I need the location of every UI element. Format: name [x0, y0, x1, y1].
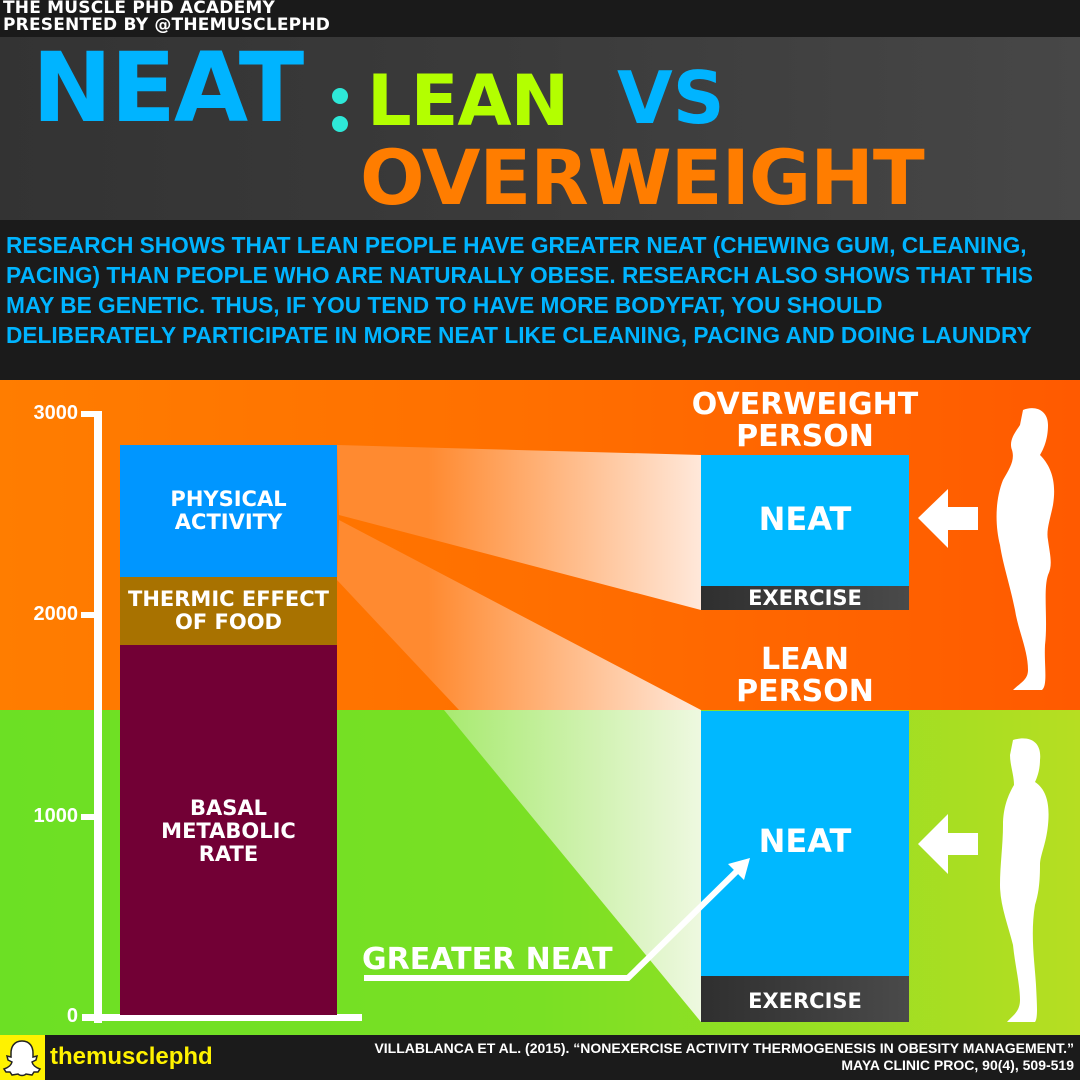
- title-banner: [0, 37, 1080, 220]
- arrow-up-right-icon: [728, 858, 750, 880]
- greater-neat-pointer: [364, 867, 741, 981]
- overweight-fan: [337, 445, 701, 610]
- x-axis: [82, 1014, 362, 1021]
- title-colon: [332, 82, 352, 142]
- ytick-label: 0: [66, 1005, 78, 1027]
- arrow-left-icon: [918, 814, 978, 874]
- lean-fan-lower: [444, 710, 701, 1022]
- tick-3000: [81, 411, 95, 417]
- lean-exercise-box: EXERCISE: [701, 976, 909, 1022]
- ytick-label: 3000: [33, 402, 79, 424]
- lean-neat-box: NEAT: [701, 711, 909, 976]
- label-line: PERSON: [736, 419, 874, 454]
- bar-segment-basal-metabolic-rate: BASAL METABOLIC RATE: [120, 645, 337, 1015]
- snapchat-ghost-icon: [0, 1035, 45, 1080]
- arrow-left-icon: [918, 489, 978, 548]
- title-neat: NEAT: [32, 32, 304, 144]
- citation: VILLABLANCA ET AL. (2015). “NONEXERCISE …: [374, 1040, 1074, 1074]
- label-line: LEAN: [761, 642, 849, 677]
- title-lean: LEAN: [367, 60, 569, 142]
- label-line: PERSON: [736, 674, 874, 709]
- overweight-neat-box: NEAT: [701, 455, 909, 586]
- bar-segment-physical-activity: PHYSICAL ACTIVITY: [120, 445, 337, 577]
- footer: [0, 1035, 1080, 1080]
- tick-2000: [81, 612, 95, 618]
- overweight-person-label: OVERWEIGHT PERSON: [650, 389, 960, 453]
- overweight-silhouette-icon: [996, 408, 1055, 690]
- lean-person-label: LEAN PERSON: [650, 644, 960, 708]
- brand-line-2: PRESENTED BY @THEMUSCLEPHD: [3, 15, 331, 35]
- citation-line-1: VILLABLANCA ET AL. (2015). “NONEXERCISE …: [374, 1040, 1074, 1056]
- segment-label: THERMIC EFFECT: [128, 587, 329, 611]
- y-axis: [94, 411, 102, 1023]
- lean-fan-upper: [337, 520, 701, 710]
- ytick-label: 2000: [33, 603, 79, 625]
- overweight-exercise-box: EXERCISE: [701, 586, 909, 610]
- social-handle[interactable]: themusclephd: [50, 1043, 213, 1070]
- lean-silhouette-icon: [1000, 738, 1049, 1022]
- title-overweight: OVERWEIGHT: [360, 133, 925, 222]
- title-vs: VS: [617, 56, 725, 140]
- intro-paragraph: RESEARCH SHOWS THAT LEAN PEOPLE HAVE GRE…: [6, 232, 1033, 348]
- segment-label: BASAL: [189, 796, 268, 820]
- intro-panel: RESEARCH SHOWS THAT LEAN PEOPLE HAVE GRE…: [0, 220, 1080, 380]
- tick-1000: [81, 814, 95, 820]
- segment-label: METABOLIC: [161, 819, 296, 843]
- citation-line-2: MAYA CLINIC PROC, 90(4), 509-519: [841, 1057, 1074, 1073]
- brand-line-1: THE MUSCLE PHD ACADEMY: [3, 0, 276, 18]
- segment-label: ACTIVITY: [174, 510, 283, 534]
- greater-neat-annotation: GREATER NEAT: [362, 942, 613, 977]
- brand-header: THE MUSCLE PHD ACADEMY PRESENTED BY @THE…: [0, 0, 1080, 37]
- segment-label: OF FOOD: [175, 610, 282, 634]
- ytick-label: 1000: [33, 805, 79, 827]
- label-line: OVERWEIGHT: [691, 387, 919, 422]
- segment-label: PHYSICAL: [170, 487, 287, 511]
- bar-segment-thermic-effect: THERMIC EFFECT OF FOOD: [120, 577, 337, 645]
- segment-label: RATE: [198, 842, 259, 866]
